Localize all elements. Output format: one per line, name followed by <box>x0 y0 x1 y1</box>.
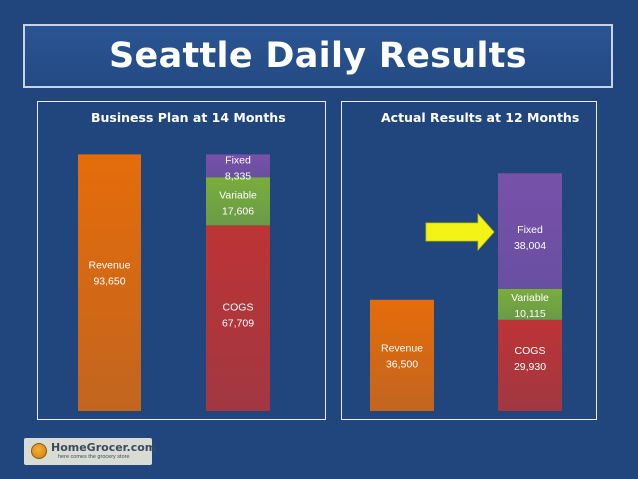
label-variable-name-1: Variable <box>511 292 549 304</box>
logo-name: HomeGrocer.com <box>51 441 157 454</box>
logo-mark-icon <box>31 443 47 459</box>
label-revenue-value-0: 93,650 <box>93 275 125 287</box>
panel-title-business-plan: Business Plan at 14 Months <box>91 110 286 125</box>
label-variable-name-0: Variable <box>219 189 257 201</box>
label-fixed-name-1: Fixed <box>517 224 543 236</box>
business-plan-chart: Revenue 93,650 COGS 67,709 Variable 17,606 Fix… <box>78 154 270 411</box>
bar-variable-0 <box>206 177 270 226</box>
label-revenue-name-1: Revenue <box>381 342 423 354</box>
label-cogs-value-1: 29,930 <box>514 361 546 373</box>
actual-results-panel: Actual Results at 12 Months Revenue 36,50… <box>341 101 597 420</box>
logo-tagline: here comes the grocery store <box>58 454 130 460</box>
label-variable-value-0: 17,606 <box>222 205 254 217</box>
bar-fixed-0 <box>206 154 270 178</box>
bar-revenue-0 <box>78 154 141 411</box>
label-variable-value-1: 10,115 <box>514 308 545 320</box>
label-revenue-value-1: 36,500 <box>386 358 418 370</box>
label-fixed-name-0: Fixed <box>225 155 251 167</box>
label-cogs-name-1: COGS <box>515 345 546 357</box>
label-cogs-name-0: COGS <box>223 302 254 314</box>
bar-revenue-1 <box>370 299 434 411</box>
bar-cogs-1 <box>498 319 562 411</box>
slide-title: Seattle Daily Results <box>109 36 527 76</box>
yellow-arrow-icon <box>425 212 495 252</box>
bar-variable-1 <box>498 289 562 320</box>
label-revenue-name-0: Revenue <box>88 259 130 271</box>
bar-cogs-0 <box>206 225 270 411</box>
bar-fixed-1 <box>498 173 562 289</box>
homegrocer-logo: HomeGrocer.com here comes the grocery st… <box>24 438 156 465</box>
panel-title-actual-results: Actual Results at 12 Months <box>381 110 580 125</box>
label-fixed-value-0: 8,335 <box>225 171 251 183</box>
label-fixed-value-1: 38,004 <box>514 240 546 252</box>
business-plan-panel: Business Plan at 14 Months Revenue 93,650… <box>37 101 326 420</box>
actual-results-chart: Revenue 36,500 COGS 29,930 Variable 10,115 Fix… <box>370 173 562 411</box>
title-box: Seattle Daily Results <box>23 24 613 88</box>
label-cogs-value-0: 67,709 <box>222 318 254 330</box>
